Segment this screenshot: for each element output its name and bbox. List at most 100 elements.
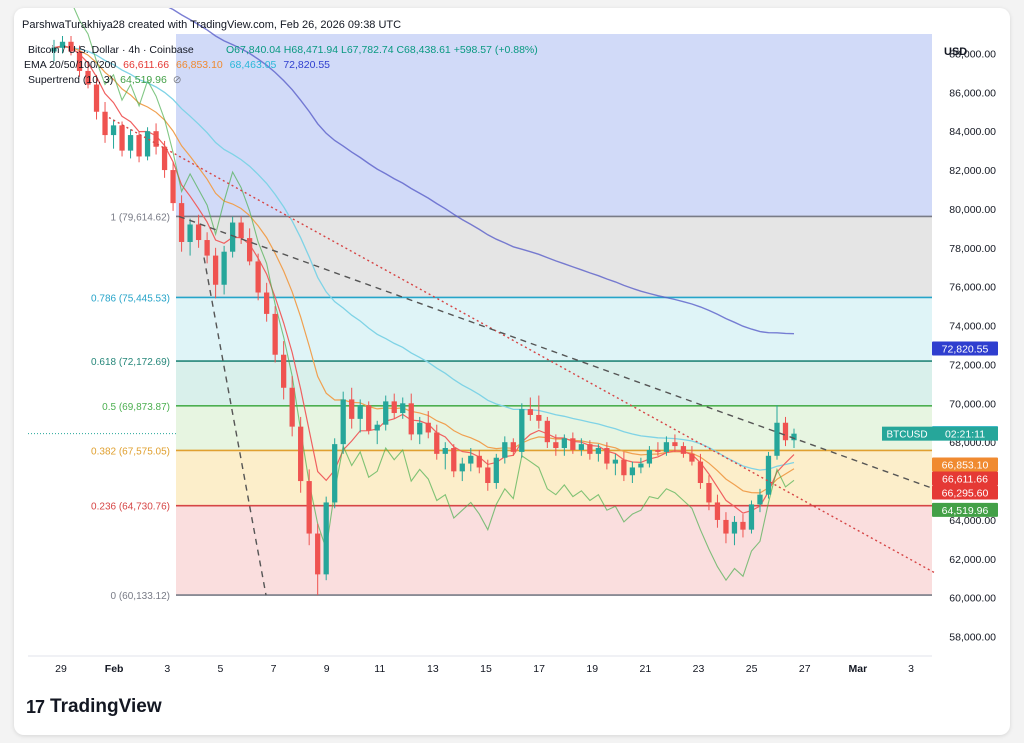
fib-label: 0.618 (72,172.69) <box>91 357 170 368</box>
fib-zone <box>176 361 932 406</box>
price-tag-box <box>932 502 998 517</box>
candle-body <box>451 448 457 472</box>
fib-zone <box>176 450 932 506</box>
symbol-title[interactable]: Bitcoin / U.S. Dollar · 4h · Coinbase <box>28 44 194 56</box>
ema20-value: 66,611.66 <box>123 59 170 71</box>
candle-body <box>289 387 295 427</box>
tradingview-mark-icon: 17 <box>26 696 45 717</box>
candle-body <box>646 449 653 464</box>
candle-body <box>723 519 729 534</box>
ema200-value: 72,820.55 <box>283 59 331 71</box>
fib-zone <box>176 505 932 596</box>
candle-body <box>774 422 780 456</box>
visibility-icon[interactable]: ⊘ <box>172 74 182 86</box>
candle-body <box>408 403 414 435</box>
y-tick-label: 70,000.00 <box>949 398 996 410</box>
candle-body <box>170 170 176 204</box>
candle-body <box>544 420 550 443</box>
chart-card: 1 (79,614.62) 0.786 (75,445.53) 0.618 (72,… <box>14 8 1010 735</box>
candle-body <box>383 401 389 425</box>
candle-body <box>689 453 695 462</box>
tradingview-logo[interactable]: 17 TradingView <box>26 696 162 718</box>
candle-body <box>68 41 74 52</box>
fib-label: 0 (60,133.12) <box>111 591 171 602</box>
price-tag-box <box>932 457 998 472</box>
candle-body <box>740 521 746 530</box>
symbol-tag-text: BTCUSD <box>886 430 927 441</box>
attribution-text: ParshwaTurakhiya28 created with TradingV… <box>22 19 402 31</box>
currency-label: USD <box>944 46 968 58</box>
ema100-line <box>53 46 795 471</box>
candle-body <box>204 240 210 256</box>
candle-body <box>476 455 482 468</box>
ema-legend[interactable]: EMA 20/50/100/200 66,611.66 66,853.10 68… <box>24 59 330 71</box>
candle-body <box>663 442 670 452</box>
candle-body <box>434 432 440 454</box>
x-tick-label: 29 <box>55 663 67 675</box>
supertrend-legend[interactable]: Supertrend (10, 3) 64,519.96 ⊘ <box>28 74 182 86</box>
y-tick-label: 72,000.00 <box>949 359 996 371</box>
candle-body <box>127 135 134 151</box>
y-tick-label: 74,000.00 <box>949 321 996 333</box>
candle-body <box>672 442 678 447</box>
candle-body <box>119 125 125 151</box>
candle-body <box>604 448 610 464</box>
y-tick-label: 62,000.00 <box>949 554 996 566</box>
candle-body <box>782 422 789 441</box>
candle-body <box>638 463 644 468</box>
x-tick-label: 25 <box>746 663 758 675</box>
y-tick-label: 86,000.00 <box>949 87 996 99</box>
candle-body <box>323 502 329 575</box>
candle-body <box>493 457 499 484</box>
fib-zone <box>176 216 932 298</box>
candle-body <box>714 502 721 520</box>
fib-label: 0.5 (69,873.87) <box>102 402 170 413</box>
countdown-tag-text: 02:21:11 <box>945 429 985 441</box>
x-tick-label: 23 <box>693 663 705 675</box>
fib-label: 1 (79,614.62) <box>111 212 171 223</box>
candle-body <box>748 504 755 530</box>
candle-body <box>136 135 142 157</box>
candle-body <box>697 461 704 484</box>
candle-body <box>349 399 355 419</box>
x-tick-label: 13 <box>427 663 439 675</box>
x-tick-label: 21 <box>640 663 652 675</box>
x-tick-label: 19 <box>586 663 598 675</box>
candle-body <box>178 203 185 242</box>
price-tag-box <box>932 471 998 486</box>
y-tick-label: 84,000.00 <box>949 126 996 138</box>
candle-body <box>621 459 627 476</box>
supertrend-label: Supertrend (10, 3) <box>28 74 114 86</box>
candle-body <box>391 401 397 414</box>
candle-body <box>51 47 57 52</box>
candle-body <box>315 533 321 575</box>
x-tick-label: 27 <box>799 663 811 675</box>
fib-zone <box>176 297 932 362</box>
price-tag-text: 72,820.55 <box>942 343 989 355</box>
x-tick-label: 3 <box>908 663 914 675</box>
candle-body <box>578 444 584 450</box>
candle-body <box>153 131 159 147</box>
candle-body <box>187 224 193 242</box>
y-tick-label: 78,000.00 <box>949 243 996 255</box>
fib-zone <box>176 34 932 217</box>
candle-body <box>791 433 797 441</box>
candle-body <box>195 224 202 241</box>
candle-body <box>238 222 244 239</box>
candle-body <box>272 313 278 355</box>
supertrend-line <box>73 8 795 582</box>
candle-body <box>400 403 406 414</box>
price-tag-text: 66,611.66 <box>942 473 988 485</box>
ohlc-readout: O67,840.04 H68,471.94 L67,782.74 C68,438… <box>226 44 538 56</box>
candle-body <box>417 422 423 435</box>
chart-canvas[interactable]: 1 (79,614.62) 0.786 (75,445.53) 0.618 (72,… <box>14 8 1010 735</box>
supertrend-value: 64,519.96 <box>120 74 167 86</box>
tradingview-wordmark: TradingView <box>50 696 162 717</box>
candle-body <box>221 251 227 285</box>
candle-body <box>468 455 474 464</box>
candle-body <box>629 467 636 476</box>
x-tick-label: 7 <box>271 663 277 675</box>
candle-body <box>306 481 312 534</box>
candle-body <box>76 51 83 71</box>
candle-body <box>570 438 576 450</box>
